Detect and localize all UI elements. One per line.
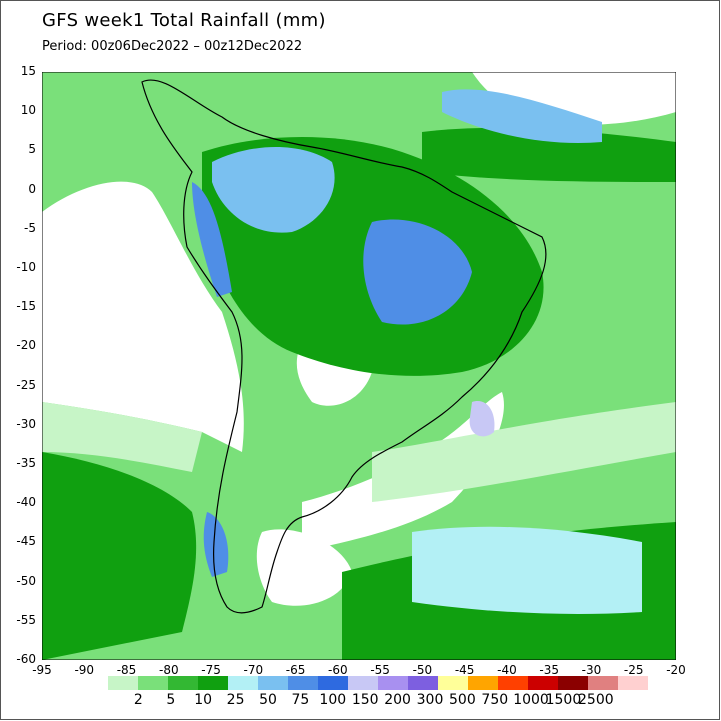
- legend-swatch: [168, 676, 198, 690]
- x-tick-label: -75: [201, 663, 221, 677]
- legend-label: 200: [384, 692, 411, 708]
- x-tick-label: -80: [158, 663, 179, 677]
- x-tick-label: -30: [581, 663, 602, 677]
- x-tick-label: -35: [539, 663, 559, 677]
- legend-label: 75: [291, 692, 310, 708]
- dry-area-east-pacific: [42, 181, 244, 452]
- y-tick-label: -10: [16, 260, 36, 274]
- legend-label: 750: [481, 692, 509, 708]
- legend-label: 500: [449, 692, 476, 708]
- legend-swatch: [318, 676, 348, 690]
- legend-swatch: [288, 676, 318, 690]
- y-tick-label: -50: [16, 573, 36, 588]
- y-tick-label: -20: [16, 338, 36, 353]
- y-tick-label: 15: [20, 64, 36, 78]
- legend-label: 1000: [513, 692, 549, 708]
- y-tick-label: 10: [20, 103, 36, 118]
- legend-swatch: [198, 676, 228, 690]
- legend-swatch: [468, 676, 498, 690]
- legend-swatch: [528, 676, 558, 690]
- heavy-rain-chile-south: [203, 512, 229, 577]
- legend-swatch: [558, 676, 588, 690]
- x-tick-label: -65: [285, 663, 306, 677]
- legend-swatch: [378, 676, 408, 690]
- heavy-rain-atlantic-north: [442, 89, 602, 143]
- pale-green-band-mid-atlantic: [372, 402, 676, 502]
- y-tick-label: -60: [16, 652, 36, 666]
- x-tick-label: -60: [328, 663, 348, 677]
- pale-green-band-south: [42, 402, 202, 472]
- legend-label: 2500: [578, 692, 614, 708]
- south-america-outline: [141, 79, 547, 614]
- legend-label: 25: [226, 692, 245, 708]
- period-subtitle: Period: 00z06Dec2022 – 00z12Dec2022: [42, 39, 303, 54]
- y-tick-label: -35: [16, 456, 36, 470]
- legend-label: 50: [259, 692, 277, 708]
- legend-label: 1500: [545, 692, 582, 708]
- x-tick-label: -45: [454, 663, 475, 677]
- legend-label: 2: [133, 692, 143, 708]
- legend-swatch: [498, 676, 528, 690]
- x-tick-label: -50: [412, 663, 433, 677]
- heavy-rain-andes: [192, 182, 232, 297]
- legend-label: 10: [194, 692, 213, 708]
- moderate-zone-south-atlantic: [412, 526, 642, 614]
- wet-zone-itcz: [422, 127, 676, 182]
- legend-swatch: [258, 676, 288, 690]
- y-tick-label: -30: [16, 416, 36, 431]
- y-tick-label: -45: [16, 534, 36, 549]
- wet-zone-south-ocean: [42, 452, 197, 660]
- y-tick-label: -55: [16, 612, 36, 627]
- legend-label: 100: [319, 692, 347, 708]
- y-tick-label: 5: [28, 142, 36, 157]
- heavy-rain-offshore-brazil: [469, 401, 495, 437]
- y-tick-label: 0: [28, 181, 36, 196]
- x-tick-label: -55: [370, 663, 390, 677]
- y-tick-label: -40: [16, 495, 36, 510]
- legend-swatch: [438, 676, 468, 690]
- y-tick-label: -5: [24, 220, 36, 235]
- x-tick-label: -40: [497, 663, 517, 677]
- legend-label: 150: [351, 692, 379, 708]
- legend-swatch: [228, 676, 258, 690]
- x-tick-label: -85: [116, 663, 137, 677]
- x-tick-label: -95: [32, 663, 52, 677]
- x-tick-label: -90: [74, 663, 95, 677]
- y-tick-label: -15: [16, 299, 36, 314]
- x-tick-label: -20: [666, 663, 686, 677]
- legend-label: 300: [416, 692, 444, 708]
- heavy-rain-amazon-north: [212, 147, 335, 233]
- dry-area-patagonia: [256, 529, 352, 606]
- legend-swatch: [618, 676, 648, 690]
- legend-swatch: [408, 676, 438, 690]
- map-title: GFS week1 Total Rainfall (mm): [42, 10, 326, 31]
- rainfall-map: [42, 72, 676, 660]
- legend-label: 5: [166, 692, 176, 708]
- y-tick-label: -25: [16, 377, 36, 392]
- x-tick-label: -25: [623, 663, 644, 677]
- legend-swatch: [588, 676, 618, 690]
- heavy-rain-central-brazil: [363, 219, 472, 325]
- x-tick-label: -70: [243, 663, 264, 677]
- legend-swatch: [138, 676, 168, 690]
- legend-swatch: [108, 676, 138, 690]
- legend-swatch: [348, 676, 378, 690]
